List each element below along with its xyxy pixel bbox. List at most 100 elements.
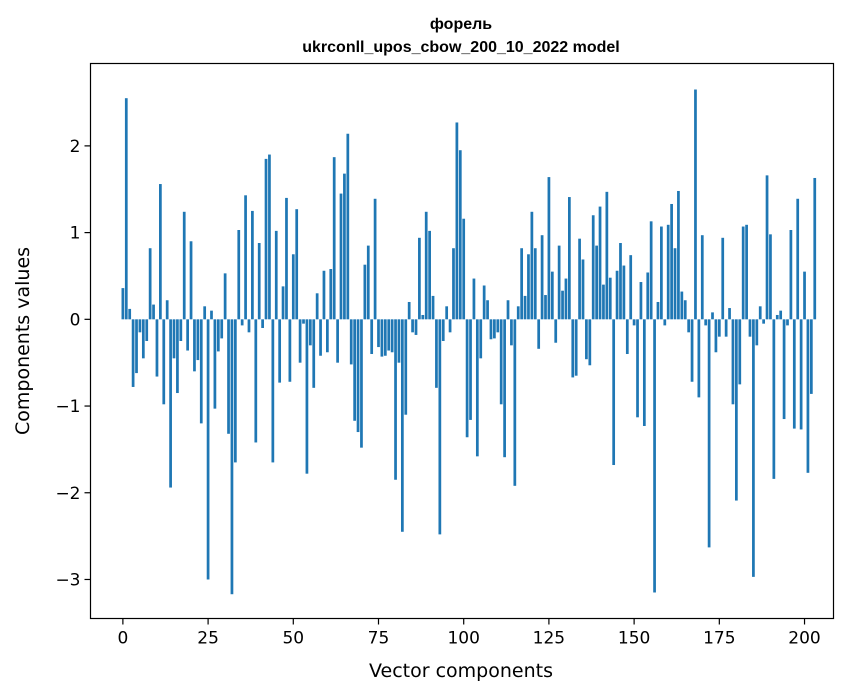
bar-160 [666,224,670,320]
bar-78 [387,319,391,351]
bar-147 [622,265,626,320]
bar-146 [619,243,622,320]
bar-42 [264,158,268,320]
y-axis-ticks: −3 −2 −1 0 1 2 [55,137,91,590]
bar-123 [540,235,544,320]
bar-28 [216,319,220,352]
plot-frame [89,62,835,620]
bar-148 [625,319,629,355]
bar-80 [394,319,397,480]
bar-58 [319,319,322,356]
x-tick-label: 150 [618,629,650,649]
bar-139 [595,245,598,320]
bar-68 [353,319,357,421]
bar-57 [315,293,319,320]
bar-193 [779,310,783,320]
bar-120 [530,211,534,320]
y-axis-label: Components values [12,247,34,435]
bar-186 [755,319,759,346]
bar-77 [383,319,387,356]
bar-98 [455,122,459,320]
bar-61 [329,269,333,320]
bar-170 [700,235,704,320]
bar-84 [407,301,411,320]
bar-104 [475,319,479,457]
bar-191 [772,319,776,479]
bar-169 [697,319,701,398]
bar-110 [496,319,500,333]
bar-163 [677,190,680,320]
bar-82 [400,319,404,532]
bar-96 [448,319,452,333]
bar-157 [656,301,660,320]
bar-79 [390,319,394,353]
bar-100 [462,218,466,320]
bar-180 [735,319,738,501]
bar-62 [332,157,336,320]
bar-131 [568,197,571,320]
bar-125 [547,177,551,320]
bar-26 [210,310,213,320]
x-axis-label: Vector components [369,660,553,682]
y-tick-label: −3 [55,570,80,590]
bar-159 [663,319,667,326]
bar-108 [489,319,493,340]
bar-128 [557,245,561,320]
bar-20 [189,241,193,320]
bar-83 [404,319,408,415]
bar-198 [796,198,800,320]
bar-137 [588,319,592,366]
bar-6 [141,319,145,359]
bar-9 [152,304,155,320]
bar-118 [523,295,527,320]
bar-168 [694,89,697,320]
bar-75 [377,319,380,348]
bar-142 [605,191,609,320]
bar-103 [472,278,476,320]
bar-25 [206,319,210,580]
bar-7 [145,319,149,341]
y-tick-label: −2 [55,484,80,504]
bar-44 [271,319,275,463]
bar-121 [533,248,537,320]
bar-22 [196,319,200,361]
bar-17 [179,319,183,341]
bar-130 [564,278,568,320]
bar-38 [251,210,254,320]
bar-27 [213,319,217,409]
bar-94 [441,319,445,341]
bar-31 [227,319,230,434]
bar-69 [356,319,360,433]
bar-16 [176,319,179,394]
y-tick-label: 1 [70,224,81,244]
bar-122 [537,319,541,349]
bar-3 [131,319,135,387]
bar-23 [199,319,203,424]
bar-190 [769,234,772,320]
bar-109 [493,319,496,339]
bar-158 [660,226,663,320]
bar-30 [223,273,227,320]
bar-127 [554,319,558,343]
bar-115 [513,319,517,486]
bar-95 [445,306,449,320]
x-tick-label: 200 [788,629,820,649]
bar-72 [366,245,370,320]
bar-101 [465,319,469,438]
bar-145 [615,270,619,320]
bar-187 [758,306,762,320]
bar-89 [424,211,428,320]
bar-90 [428,230,431,320]
bar-151 [636,319,639,418]
x-tick-label: 50 [282,629,304,649]
bar-71 [363,264,367,320]
bar-105 [479,319,483,359]
bar-196 [789,230,793,320]
bar-87 [418,237,421,320]
bar-189 [765,175,769,320]
bar-59 [322,270,326,320]
bar-133 [574,319,578,376]
bar-33 [233,319,237,463]
